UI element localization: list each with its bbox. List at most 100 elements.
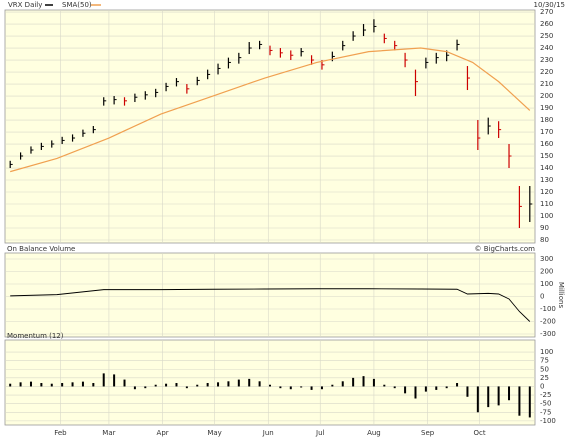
momentum-bar bbox=[123, 379, 126, 387]
y-tick-label: 100 bbox=[540, 212, 553, 220]
x-tick-label: Jun bbox=[262, 429, 274, 437]
momentum-bar bbox=[71, 382, 74, 387]
momentum-bar bbox=[29, 381, 32, 387]
x-tick-label: Apr bbox=[157, 429, 169, 437]
y-tick-label: -100 bbox=[540, 417, 556, 425]
y-tick-label: 90 bbox=[540, 224, 549, 232]
momentum-bar bbox=[248, 378, 251, 387]
y-tick-label: 0 bbox=[540, 382, 544, 390]
panel bbox=[4, 9, 536, 244]
chart-date: 10/30/15 bbox=[534, 1, 565, 9]
momentum-bar bbox=[383, 384, 386, 387]
y-tick-label: 230 bbox=[540, 56, 553, 64]
momentum-bar bbox=[154, 384, 157, 387]
panel-title: Momentum (12) bbox=[7, 332, 64, 340]
momentum-bar bbox=[508, 386, 511, 401]
y-tick-label: 300 bbox=[540, 255, 553, 263]
momentum-bar bbox=[497, 386, 500, 406]
momentum-bar bbox=[466, 386, 469, 397]
momentum-bar bbox=[185, 386, 188, 389]
momentum-bar bbox=[165, 383, 168, 387]
momentum-bar bbox=[196, 384, 199, 387]
panel bbox=[4, 339, 536, 426]
y-tick-label: 75 bbox=[540, 357, 549, 365]
y-tick-label: -25 bbox=[540, 391, 551, 399]
momentum-bar bbox=[269, 384, 271, 387]
y-tick-label: 260 bbox=[540, 20, 553, 28]
momentum-bar bbox=[424, 386, 427, 392]
y-tick-label: 80 bbox=[540, 236, 549, 244]
y-tick-label: 170 bbox=[540, 128, 553, 136]
y-tick-label: 100 bbox=[540, 348, 553, 356]
credit: © BigCharts.com bbox=[475, 245, 536, 253]
x-tick-label: Aug bbox=[367, 429, 381, 437]
momentum-bar bbox=[331, 384, 334, 387]
momentum-bar bbox=[435, 386, 438, 390]
y-tick-label: 240 bbox=[540, 44, 553, 52]
y-tick-label: 120 bbox=[540, 188, 553, 196]
legend-label: VRX Daily bbox=[8, 1, 42, 9]
momentum-bar bbox=[518, 386, 521, 416]
momentum-bar bbox=[487, 386, 490, 408]
momentum-bar bbox=[227, 381, 230, 387]
momentum-bar bbox=[362, 376, 365, 387]
momentum-bar bbox=[310, 386, 313, 390]
y-tick-label: 200 bbox=[540, 268, 553, 276]
panel bbox=[4, 252, 536, 338]
momentum-bar bbox=[40, 383, 43, 387]
sma-line bbox=[10, 47, 531, 173]
momentum-bar bbox=[456, 383, 459, 387]
obv-line bbox=[10, 288, 531, 322]
y-tick-label: 25 bbox=[540, 374, 549, 382]
x-tick-label: Feb bbox=[54, 429, 67, 437]
momentum-bar bbox=[341, 381, 344, 387]
y-tick-label: -200 bbox=[540, 318, 556, 326]
y-tick-label: 140 bbox=[540, 164, 553, 172]
momentum-bar bbox=[19, 382, 22, 387]
x-tick-label: May bbox=[207, 429, 221, 437]
momentum-bar bbox=[372, 378, 375, 387]
momentum-bar bbox=[217, 382, 220, 387]
y-axis-label: Millions bbox=[557, 282, 565, 309]
y-tick-label: 160 bbox=[540, 140, 553, 148]
y-tick-label: 210 bbox=[540, 80, 553, 88]
momentum-bar bbox=[113, 374, 116, 387]
y-tick-label: 190 bbox=[540, 104, 553, 112]
y-tick-label: 130 bbox=[540, 176, 553, 184]
momentum-bar bbox=[352, 377, 355, 387]
momentum-bar bbox=[175, 383, 178, 387]
y-tick-label: 0 bbox=[540, 293, 544, 301]
momentum-bar bbox=[237, 379, 240, 387]
y-tick-label: 200 bbox=[540, 92, 553, 100]
y-tick-label: 220 bbox=[540, 68, 553, 76]
momentum-bar bbox=[404, 386, 407, 394]
y-tick-label: 270 bbox=[540, 8, 553, 16]
momentum-bar bbox=[258, 381, 261, 387]
momentum-bar bbox=[9, 383, 12, 387]
x-tick-label: Oct bbox=[474, 429, 486, 437]
momentum-bar bbox=[289, 386, 292, 390]
momentum-bar bbox=[528, 386, 531, 418]
momentum-bar bbox=[61, 383, 64, 387]
legend-label: SMA(50) bbox=[62, 1, 92, 9]
momentum-bar bbox=[102, 373, 105, 387]
y-tick-label: 110 bbox=[540, 200, 553, 208]
y-tick-label: -300 bbox=[540, 330, 556, 338]
x-tick-label: Jul bbox=[315, 429, 325, 437]
panel-title: On Balance Volume bbox=[7, 245, 75, 253]
momentum-bar bbox=[414, 386, 417, 399]
y-tick-label: 250 bbox=[540, 32, 553, 40]
y-tick-label: 100 bbox=[540, 280, 553, 288]
momentum-bar bbox=[393, 386, 396, 389]
momentum-bar bbox=[81, 381, 84, 387]
momentum-bar bbox=[320, 386, 323, 390]
momentum-bar bbox=[300, 386, 303, 388]
momentum-bar bbox=[133, 386, 136, 390]
y-tick-label: 180 bbox=[540, 116, 553, 124]
y-tick-label: -100 bbox=[540, 305, 556, 313]
y-tick-label: -75 bbox=[540, 408, 551, 416]
momentum-bar bbox=[476, 386, 479, 413]
momentum-bar bbox=[50, 383, 53, 387]
